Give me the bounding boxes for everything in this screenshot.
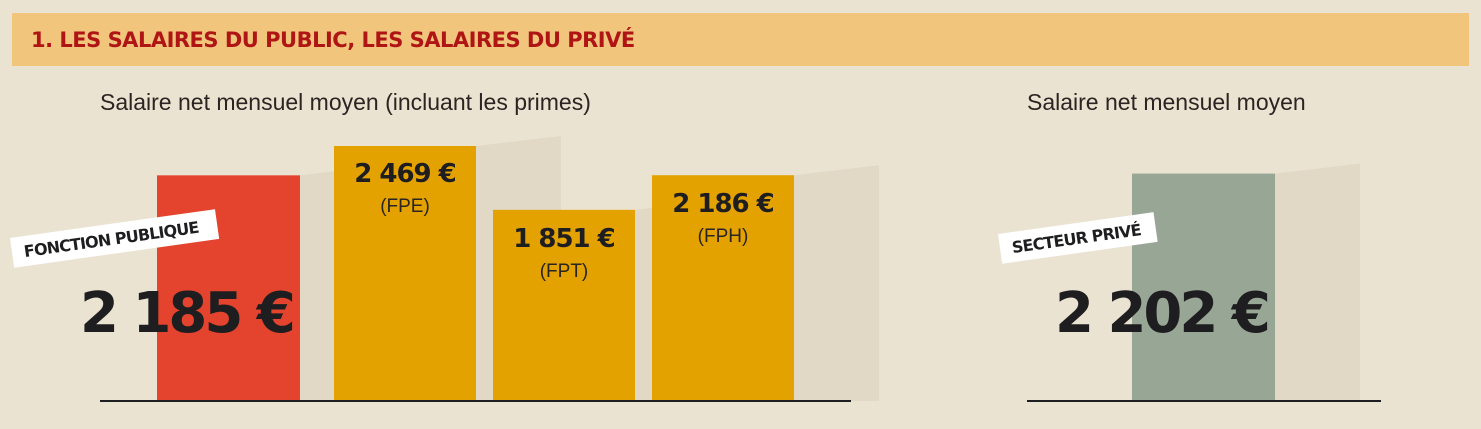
bar-fpe [334, 146, 476, 401]
sub-label-fpe: (FPE) [380, 196, 430, 217]
bar-fph [652, 175, 794, 401]
tag-secteur-prive-background [998, 212, 1158, 264]
private-chart-title: Salaire net mensuel moyen [1027, 89, 1306, 115]
section-title: 1. LES SALAIRES DU PUBLIC, LES SALAIRES … [31, 28, 635, 52]
sub-label-fpt: (FPT) [540, 261, 589, 282]
header-band: 1. LES SALAIRES DU PUBLIC, LES SALAIRES … [12, 13, 1469, 66]
bar-shadow [794, 165, 879, 401]
tag-fonction-publique-background [10, 209, 220, 268]
value-label-fpt: 1 851 € [513, 224, 615, 254]
sub-label-fph: (FPH) [698, 226, 749, 247]
bars-group [157, 146, 1275, 401]
public-chart-title: Salaire net mensuel moyen (incluant les … [100, 89, 591, 115]
bar-secteur-prive [1132, 173, 1275, 401]
value-label-secteur-prive: 2 202 € [1055, 281, 1268, 346]
bar-fpt [493, 209, 635, 401]
bar-shadow [1275, 163, 1360, 401]
value-label-fpe: 2 469 € [354, 159, 456, 189]
value-label-fph: 2 186 € [672, 189, 774, 219]
bar-fonction-publique [157, 175, 300, 401]
value-label-fonction-publique: 2 185 € [80, 281, 293, 346]
